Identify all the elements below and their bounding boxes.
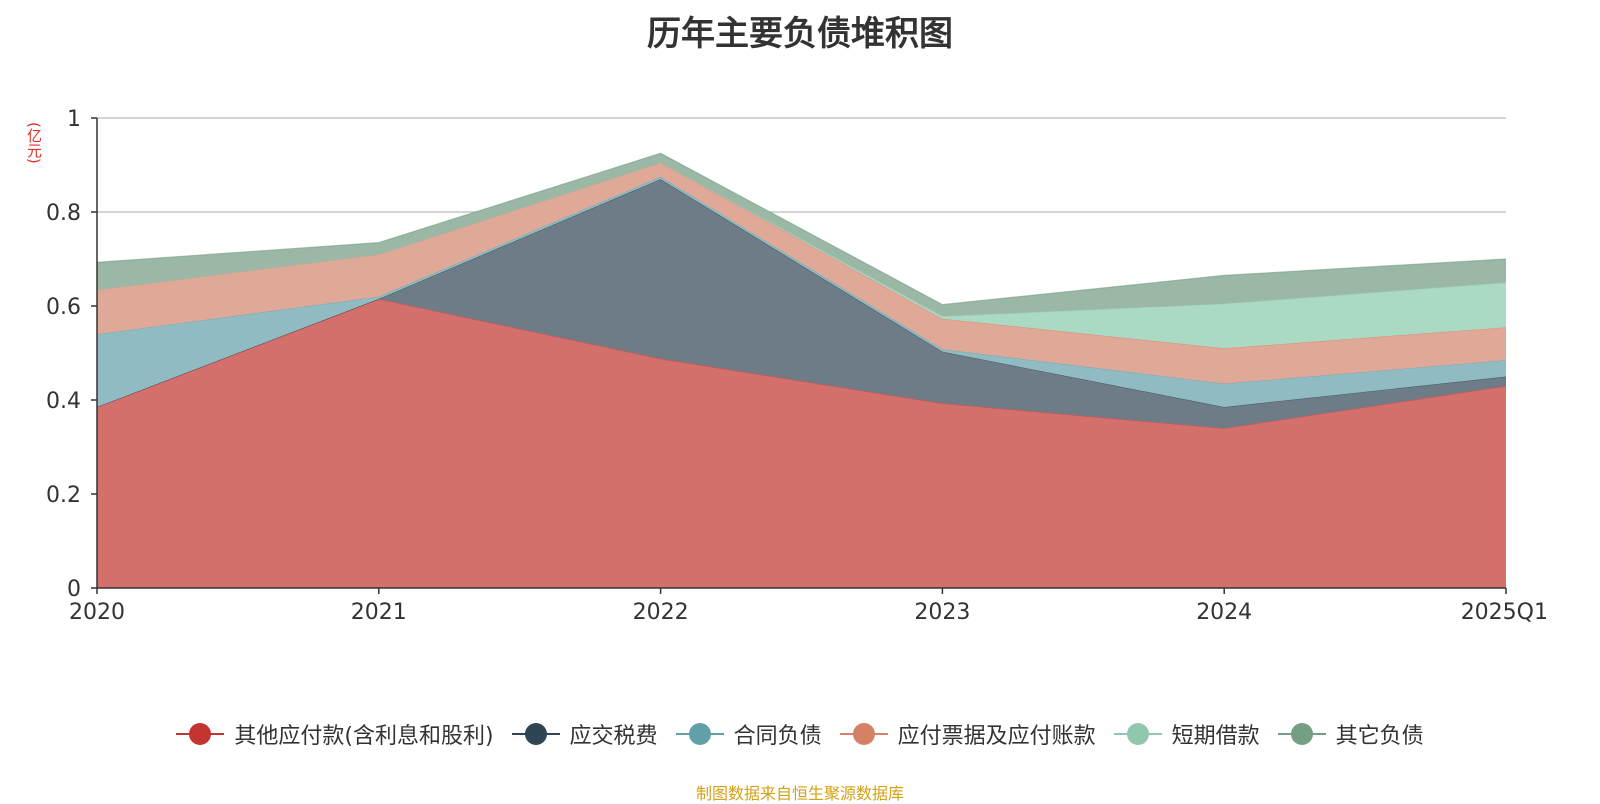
axes: 0 0.2 0.4 0.6 0.8 1 2020 2021 2022 2023 2024 2025Q1 — [46, 107, 1548, 625]
x-tick-label: 2020 — [69, 600, 125, 625]
legend-marker-dot — [1126, 723, 1149, 745]
legend-item-4[interactable]: 应付票据及应付账款 — [839, 718, 1096, 750]
legend-label: 其它负债 — [1335, 724, 1424, 749]
y-tick-label: 0.6 — [46, 295, 81, 320]
y-tick-label: 0 — [67, 577, 81, 602]
x-tick-label: 2021 — [351, 600, 407, 625]
legend-label: 短期借款 — [1171, 724, 1260, 749]
x-tick-label: 2023 — [914, 600, 970, 625]
x-tick-label: 2024 — [1196, 600, 1252, 625]
legend-marker-icon — [675, 722, 724, 746]
legend-marker-icon — [511, 722, 560, 746]
area-series — [96, 152, 1507, 588]
legend-marker-dot — [688, 723, 711, 745]
x-tick-label: 2025Q1 — [1461, 600, 1548, 625]
area-2[interactable] — [97, 179, 1506, 429]
y-tick-label: 1 — [67, 107, 81, 132]
source-note: 制图数据来自恒生聚源数据库 — [695, 784, 904, 803]
legend-item-6[interactable]: 其它负债 — [1277, 718, 1424, 750]
chart-title: 历年主要负债堆积图 — [647, 14, 953, 54]
legend-marker-dot — [852, 723, 875, 745]
y-tick-label: 0.2 — [46, 483, 81, 508]
legend-item-1[interactable]: 其他应付款(含利息和股利) — [176, 718, 494, 750]
x-tick-label: 2022 — [633, 600, 689, 625]
legend-label: 应交税费 — [569, 724, 658, 749]
legend-marker-icon — [839, 722, 888, 746]
y-axis-unit-label: (亿元) — [25, 122, 43, 164]
legend-label: 其他应付款(含利息和股利) — [234, 724, 494, 749]
area-5[interactable] — [97, 162, 1506, 349]
series-line-6 — [96, 152, 1507, 306]
legend-marker-dot — [524, 723, 547, 745]
legend-item-2[interactable]: 应交税费 — [511, 718, 658, 750]
legend-marker-icon — [176, 722, 225, 746]
legend-item-5[interactable]: 短期借款 — [1113, 718, 1260, 750]
legend-item-3[interactable]: 合同负债 — [675, 718, 822, 750]
area-3[interactable] — [97, 176, 1506, 407]
area-1[interactable] — [97, 298, 1506, 588]
legend: 其他应付款(含利息和股利) 应交税费 合同负债 应付票据及应付账款 短期借款 其它负债 — [0, 718, 1600, 750]
area-4[interactable] — [97, 162, 1506, 384]
legend-marker-icon — [1113, 722, 1162, 746]
legend-marker-icon — [1277, 722, 1326, 746]
y-tick-label: 0.8 — [46, 201, 81, 226]
legend-label: 应付票据及应付账款 — [897, 724, 1096, 749]
legend-marker-dot — [189, 723, 212, 745]
legend-marker-dot — [1290, 723, 1313, 745]
legend-label: 合同负债 — [733, 724, 822, 749]
area-6[interactable] — [97, 153, 1506, 317]
y-tick-label: 0.4 — [46, 389, 81, 414]
